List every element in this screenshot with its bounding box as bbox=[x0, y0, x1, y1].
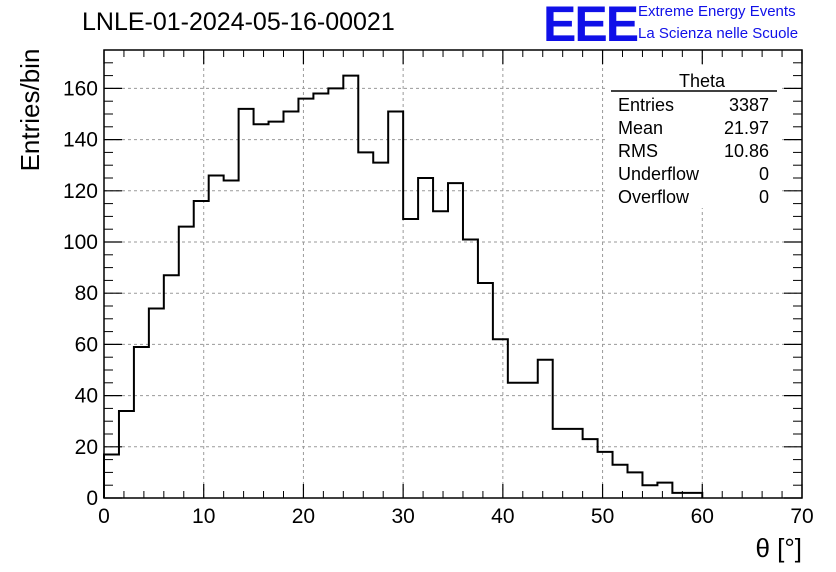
stats-background bbox=[607, 66, 781, 208]
stats-label: Underflow bbox=[618, 164, 700, 184]
histogram-bin bbox=[448, 183, 463, 498]
histogram-bin bbox=[269, 122, 284, 498]
y-tick-label: 100 bbox=[63, 231, 98, 254]
histogram-bin bbox=[642, 485, 657, 498]
histogram-bin bbox=[343, 76, 358, 498]
histogram-bin bbox=[164, 275, 179, 498]
histogram-bin bbox=[104, 454, 119, 498]
stats-value: 0 bbox=[759, 187, 769, 207]
histogram-bin bbox=[209, 175, 224, 498]
stats-label: Entries bbox=[618, 95, 674, 115]
histogram-bin bbox=[433, 211, 448, 498]
histogram-bin bbox=[179, 227, 194, 498]
histogram-bin bbox=[313, 94, 328, 498]
histogram-bin bbox=[628, 472, 643, 498]
stats-name: Theta bbox=[679, 71, 726, 91]
x-tick-label: 0 bbox=[98, 505, 110, 528]
histogram-bin bbox=[463, 239, 478, 498]
histogram-bin bbox=[478, 283, 493, 498]
histogram-bin bbox=[254, 124, 269, 498]
histogram-bin bbox=[493, 339, 508, 498]
tick-layer: 0 10 20 30 40 50 60 70 0 20 40 60 80 100 120 140 160 bbox=[63, 49, 814, 528]
histogram-bin bbox=[687, 493, 702, 498]
y-axis-title: Entries/bin bbox=[15, 49, 45, 172]
histogram-bin bbox=[418, 178, 433, 498]
histogram-bin bbox=[672, 493, 687, 498]
histogram-bin bbox=[119, 411, 134, 498]
logo-line-1: Extreme Energy Events bbox=[638, 3, 796, 20]
x-tick-label: 70 bbox=[790, 505, 813, 528]
x-tick-label: 60 bbox=[691, 505, 714, 528]
grid-layer bbox=[104, 50, 802, 498]
histogram-bin bbox=[373, 163, 388, 498]
stats-value: 10.86 bbox=[724, 141, 769, 161]
x-tick-label: 20 bbox=[292, 505, 315, 528]
y-tick-label: 80 bbox=[75, 282, 98, 305]
logo-line-2: La Scienza nelle Scuole bbox=[638, 25, 799, 42]
stats-label: RMS bbox=[618, 141, 658, 161]
histogram-bin bbox=[224, 181, 239, 498]
stats-value: 21.97 bbox=[724, 118, 769, 138]
histogram-bin bbox=[583, 439, 598, 498]
histogram-outline bbox=[103, 74, 704, 498]
histogram-bin bbox=[538, 360, 553, 498]
stats-value: 3387 bbox=[729, 95, 769, 115]
histogram-bin bbox=[358, 152, 373, 498]
histogram-bin bbox=[403, 219, 418, 498]
y-tick-label: 140 bbox=[63, 129, 98, 152]
chart-title: LNLE-01-2024-05-16-00021 bbox=[82, 8, 395, 36]
histogram-bin bbox=[239, 109, 254, 498]
y-tick-label: 60 bbox=[75, 333, 98, 356]
histogram-bin bbox=[283, 111, 298, 498]
histogram-bin bbox=[508, 383, 523, 498]
plot-frame bbox=[103, 49, 803, 499]
histogram-bin bbox=[553, 429, 568, 498]
y-tick-label: 120 bbox=[63, 180, 98, 203]
histogram-bin bbox=[149, 309, 164, 498]
y-tick-label: 20 bbox=[75, 436, 98, 459]
y-tick-label: 40 bbox=[75, 385, 98, 408]
histogram-bin bbox=[194, 201, 209, 498]
histogram-bin bbox=[598, 452, 613, 498]
histogram-bin bbox=[613, 465, 628, 498]
stats-label: Mean bbox=[618, 118, 663, 138]
histogram-bin bbox=[328, 88, 343, 498]
x-tick-label: 50 bbox=[591, 505, 614, 528]
y-tick-label: 160 bbox=[63, 77, 98, 100]
histogram-bin bbox=[298, 99, 313, 498]
stats-value: 0 bbox=[759, 164, 769, 184]
histogram-bin bbox=[657, 483, 672, 498]
histogram-bin bbox=[568, 429, 583, 498]
eee-logo: EEE bbox=[543, 0, 639, 52]
x-tick-label: 10 bbox=[192, 505, 215, 528]
stats-label: Overflow bbox=[618, 187, 690, 207]
y-tick-label: 0 bbox=[86, 487, 98, 510]
histogram-layer bbox=[103, 74, 704, 498]
x-axis-title: θ [°] bbox=[755, 533, 802, 563]
histogram-bin bbox=[523, 383, 538, 498]
x-tick-label: 40 bbox=[491, 505, 514, 528]
histogram-bin bbox=[134, 347, 149, 498]
x-tick-label: 30 bbox=[391, 505, 414, 528]
histogram-bin bbox=[388, 111, 403, 498]
